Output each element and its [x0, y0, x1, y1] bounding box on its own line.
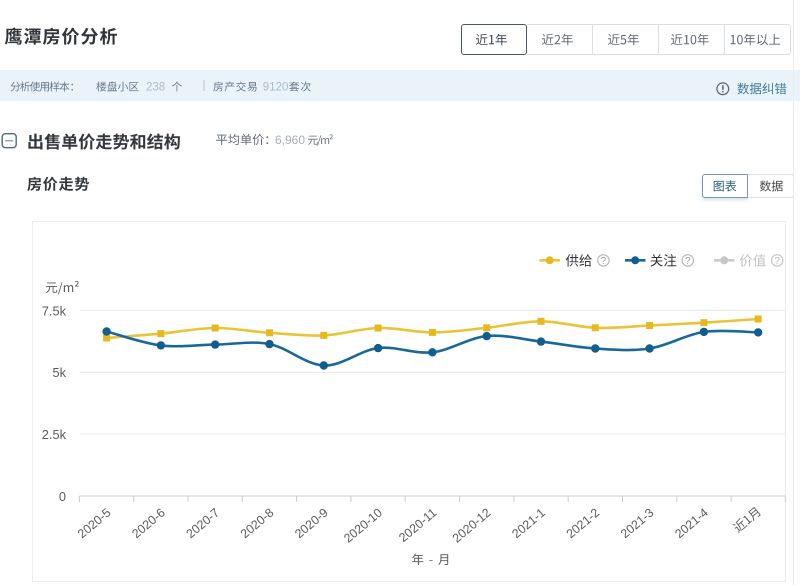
- svg-text:?: ?: [685, 256, 691, 267]
- svg-text:2020-11: 2020-11: [396, 506, 439, 545]
- svg-text:2021-3: 2021-3: [618, 506, 657, 542]
- svg-text:2021-2: 2021-2: [564, 506, 603, 542]
- svg-text:?: ?: [774, 256, 780, 267]
- svg-text:2020-9: 2020-9: [292, 506, 331, 542]
- svg-text:7.5k: 7.5k: [42, 303, 67, 318]
- svg-text:238: 238: [146, 82, 165, 94]
- svg-text:2020-12: 2020-12: [450, 506, 494, 546]
- svg-text:2.5k: 2.5k: [42, 427, 67, 442]
- svg-text:2020-6: 2020-6: [129, 506, 168, 542]
- svg-text:6,960: 6,960: [275, 133, 305, 147]
- svg-text:2020-5: 2020-5: [75, 506, 114, 542]
- svg-text:2020-10: 2020-10: [341, 506, 385, 546]
- svg-text:9120: 9120: [263, 82, 289, 94]
- svg-text:2020-7: 2020-7: [184, 506, 223, 542]
- svg-text:2021-4: 2021-4: [672, 506, 711, 542]
- svg-text:2020-8: 2020-8: [238, 506, 277, 542]
- svg-text:2021-1: 2021-1: [509, 506, 548, 542]
- svg-text:0: 0: [59, 489, 66, 504]
- svg-text:?: ?: [601, 256, 607, 267]
- svg-text:5k: 5k: [52, 365, 66, 380]
